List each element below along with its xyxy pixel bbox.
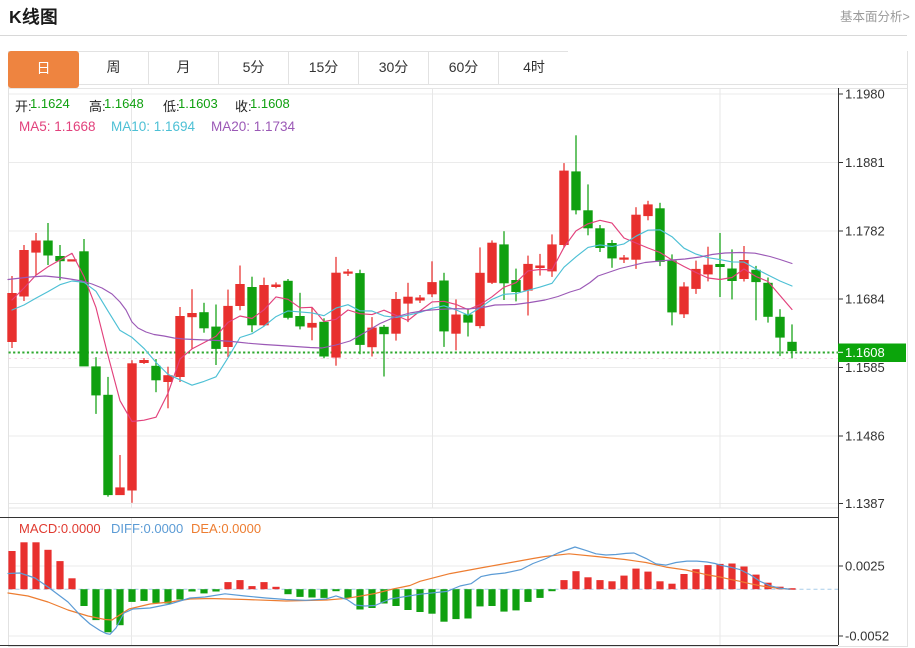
svg-text:-0.0052: -0.0052 [845, 629, 889, 644]
svg-text:1.1684: 1.1684 [845, 292, 885, 307]
svg-text:1.1980: 1.1980 [845, 87, 885, 102]
svg-text:1.1608: 1.1608 [845, 345, 885, 360]
svg-text:1.1782: 1.1782 [845, 224, 885, 239]
svg-text:1.1585: 1.1585 [845, 360, 885, 375]
svg-text:0.0025: 0.0025 [845, 559, 885, 574]
svg-text:1.1486: 1.1486 [845, 429, 885, 444]
svg-text:1.1387: 1.1387 [845, 496, 885, 511]
svg-text:1.1881: 1.1881 [845, 155, 885, 170]
